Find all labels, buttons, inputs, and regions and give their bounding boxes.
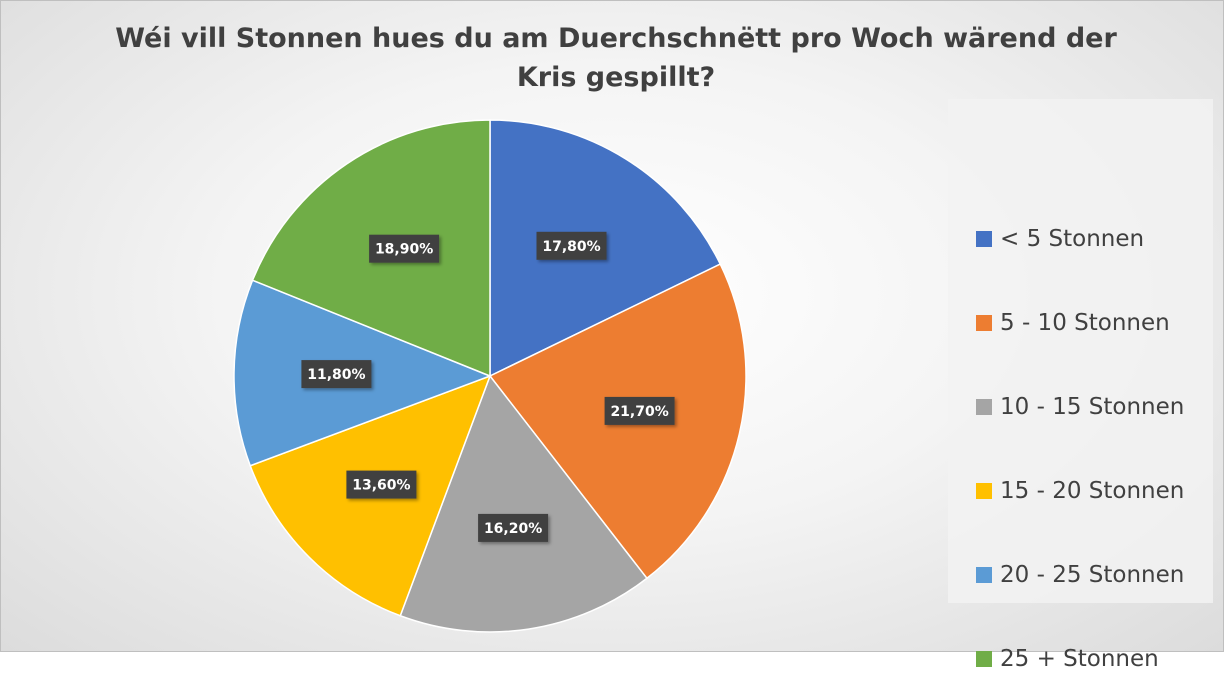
data-label-15-20: 13,60% [346,470,417,499]
data-label-text-20-25: 11,80% [307,367,365,383]
data-label-box-5-10 [604,396,675,425]
legend-label-under-5: < 5 Stonnen [1000,226,1145,252]
pie-data-labels: 17,80% 21,70% 16,20% 13,60% 11,80% 18,90% [301,231,675,542]
legend-label-20-25: 20 - 25 Stonnen [1000,562,1185,588]
pie-chart: 17,80% 21,70% 16,20% 13,60% 11,80% 18,90% [233,119,747,633]
data-label-box-25-plus [369,234,440,263]
legend-label-25-plus: 25 + Stonnen [1000,646,1159,672]
legend-swatch-10-15 [976,399,992,415]
legend-item-15-20: 15 - 20 Stonnen [976,476,1184,506]
legend-item-10-15: 10 - 15 Stonnen [976,392,1184,422]
data-label-25-plus: 18,90% [369,234,440,263]
data-label-text-under-5: 17,80% [542,239,600,255]
data-label-text-25-plus: 18,90% [375,242,433,258]
data-label-5-10: 21,70% [604,396,675,425]
legend-swatch-20-25 [976,567,992,583]
chart-title: Wéi vill Stonnen hues du am Duerchschnët… [61,19,1171,97]
chart-title-line-1: Wéi vill Stonnen hues du am Duerchschnët… [115,23,1117,54]
data-label-text-10-15: 16,20% [484,521,542,537]
legend-label-15-20: 15 - 20 Stonnen [1000,478,1185,504]
data-label-box-20-25 [301,360,372,389]
data-label-box-15-20 [346,470,417,499]
legend-item-under-5: < 5 Stonnen [976,224,1144,254]
legend-swatch-15-20 [976,483,992,499]
legend-swatch-under-5 [976,231,992,247]
legend-label-10-15: 10 - 15 Stonnen [1000,394,1185,420]
legend: < 5 Stonnen 5 - 10 Stonnen 10 - 15 Stonn… [948,99,1213,672]
data-label-20-25: 11,80% [301,360,372,389]
legend-item-25-plus: 25 + Stonnen [976,644,1159,674]
data-label-box-10-15 [478,513,549,542]
data-label-text-15-20: 13,60% [352,478,410,494]
legend-label-5-10: 5 - 10 Stonnen [1000,310,1170,336]
legend-swatch-25-plus [976,651,992,667]
pie-slice-10-15 [399,374,648,633]
legend-item-20-25: 20 - 25 Stonnen [976,560,1184,590]
legend-swatch-5-10 [976,315,992,331]
data-label-box-under-5 [536,231,607,260]
data-label-10-15: 16,20% [478,513,549,542]
data-label-under-5: 17,80% [536,231,607,260]
legend-item-5-10: 5 - 10 Stonnen [976,308,1170,338]
chart-title-line-2: Kris gespillt? [516,62,716,93]
data-label-text-5-10: 21,70% [610,404,668,420]
